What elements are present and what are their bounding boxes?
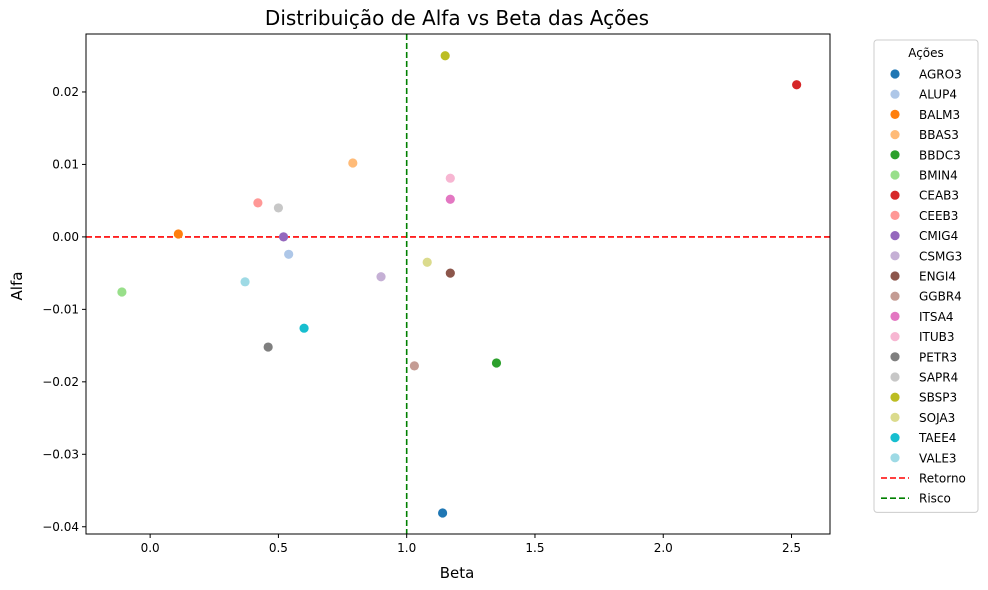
legend-marker: [890, 89, 900, 99]
y-axis-label: Alfa: [8, 272, 26, 301]
legend-box: [873, 39, 979, 513]
legend-marker: [890, 109, 900, 119]
legend-label: CSMG3: [919, 249, 962, 263]
legend-label: BALM3: [919, 108, 960, 122]
legend-marker: [890, 392, 900, 402]
legend-label: GGBR4: [919, 290, 962, 304]
legend-label: BBAS3: [919, 128, 959, 142]
point-taee4: [299, 323, 309, 333]
legend-marker: [890, 332, 900, 342]
legend-marker: [890, 231, 900, 241]
point-itsa4: [445, 194, 455, 204]
point-ceeb3: [253, 198, 263, 208]
legend-label: CEAB3: [919, 189, 959, 203]
y-tick-label: −0.04: [42, 520, 79, 534]
legend-marker: [890, 372, 900, 382]
legend-label: ITSA4: [919, 310, 954, 324]
point-soja3: [422, 257, 432, 267]
point-sapr4: [273, 203, 284, 213]
point-engi4: [445, 268, 455, 278]
y-axis: −0.04 −0.03 −0.02 −0.01 0.00 0.01 0.02: [42, 85, 86, 534]
point-alup4: [284, 249, 294, 259]
legend-label: SOJA3: [919, 411, 955, 425]
legend-label: BMIN4: [919, 169, 958, 183]
legend-label: CMIG4: [919, 229, 958, 243]
legend-label: ENGI4: [919, 270, 956, 284]
x-tick-label: 2.5: [782, 541, 801, 555]
legend-label: AGRO3: [919, 68, 962, 82]
x-tick-label: 1.0: [397, 541, 416, 555]
legend-marker: [890, 271, 900, 281]
point-csmg3: [376, 272, 386, 282]
y-tick-label: 0.01: [52, 157, 79, 171]
legend-marker: [890, 150, 900, 160]
point-balm3: [173, 229, 183, 239]
x-axis-label: Beta: [440, 564, 475, 582]
point-ggbr4: [409, 361, 419, 371]
legend-marker: [890, 433, 900, 443]
x-tick-label: 1.5: [525, 541, 544, 555]
legend-label: BBDC3: [919, 148, 961, 162]
legend-label: Risco: [919, 492, 951, 506]
legend-label: CEEB3: [919, 209, 958, 223]
plot-frame: [85, 33, 831, 535]
legend-label: SAPR4: [919, 371, 958, 385]
legend-marker: [890, 352, 900, 362]
legend-marker: [890, 210, 900, 220]
point-itub3: [445, 173, 455, 183]
legend-label: TAEE4: [918, 431, 956, 445]
legend-label: ITUB3: [919, 330, 955, 344]
point-vale3: [240, 277, 250, 287]
point-bbdc3: [491, 358, 502, 368]
point-petr3: [263, 342, 273, 352]
legend: Ações AGRO3 ALUP4 BALM3 BBAS3 BBDC3 BMIN4 CEAB3…: [873, 39, 979, 513]
chart-title: Distribuição de Alfa vs Beta das Ações: [265, 6, 649, 30]
legend-marker: [890, 190, 900, 200]
point-ceab3: [792, 80, 802, 90]
legend-label: Retorno: [919, 472, 966, 486]
plot-area: [85, 33, 831, 535]
legend-marker: [890, 311, 900, 321]
legend-label: SBSP3: [919, 391, 957, 405]
point-bmin4: [117, 287, 127, 297]
point-sbsp3: [440, 51, 450, 61]
legend-label: ALUP4: [919, 88, 957, 102]
legend-marker: [890, 251, 900, 261]
legend-marker: [890, 412, 900, 422]
legend-marker: [890, 291, 900, 301]
y-tick-label: 0.02: [52, 85, 79, 99]
legend-marker: [890, 69, 900, 79]
legend-label: PETR3: [919, 350, 957, 364]
point-agro3: [438, 508, 448, 518]
legend-marker: [890, 453, 900, 463]
legend-label: VALE3: [919, 451, 957, 465]
x-tick-label: 2.0: [654, 541, 673, 555]
point-cmig4: [278, 232, 289, 242]
legend-title: Ações: [908, 46, 944, 60]
x-tick-label: 0.5: [269, 541, 288, 555]
y-tick-label: −0.03: [42, 447, 79, 461]
y-tick-label: −0.01: [42, 302, 79, 316]
legend-marker: [890, 130, 900, 140]
x-axis: 0.0 0.5 1.0 1.5 2.0 2.5: [141, 534, 801, 555]
y-tick-label: 0.00: [52, 230, 79, 244]
y-tick-label: −0.02: [42, 375, 79, 389]
point-bbas3: [348, 158, 358, 168]
x-tick-label: 0.0: [141, 541, 160, 555]
legend-marker: [890, 170, 900, 180]
